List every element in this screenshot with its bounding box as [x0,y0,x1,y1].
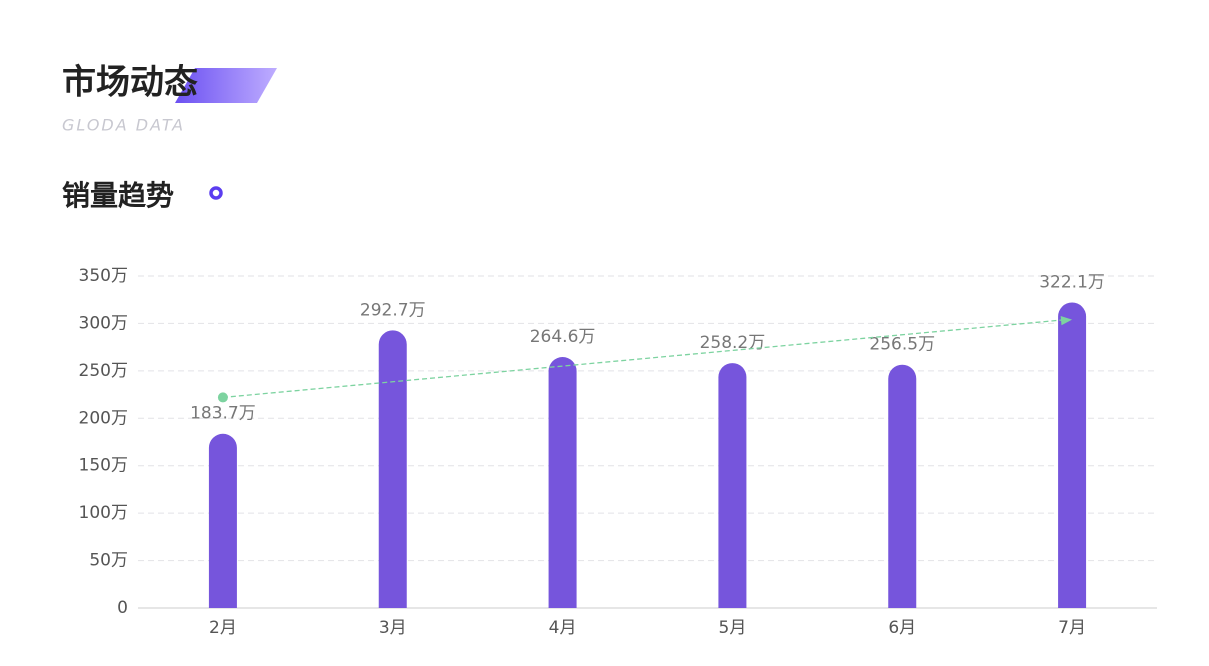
y-tick-label: 300万 [79,313,128,333]
x-tick-label: 2月 [209,618,237,638]
value-label: 292.7万 [360,300,426,320]
x-tick-label: 7月 [1058,618,1086,638]
title-decoration [175,68,277,103]
chart-title: 销量趋势 [62,179,174,212]
y-tick-label: 200万 [79,408,128,428]
page-subtitle: GLODA DATA [62,116,185,135]
y-tick-label: 150万 [79,456,128,476]
bar [548,357,577,608]
title-dot [209,186,223,200]
trend-start [217,392,228,403]
bar [718,363,747,608]
bar [888,364,917,608]
trend-line [222,318,1067,399]
bar [378,330,407,608]
value-label: 256.5万 [869,335,935,355]
x-tick-label: 3月 [379,618,407,638]
x-tick-label: 6月 [888,618,916,638]
page-title: 市场动态 [62,63,198,103]
y-tick-label: 350万 [79,266,128,286]
bar [208,433,237,608]
value-label: 183.7万 [190,404,256,424]
plot: 0 50万 100万 150万 200万 250万 300万 350万 2月 183.7万 3月 29… [79,266,1157,638]
value-label: 322.1万 [1039,272,1105,292]
y-tick-label: 100万 [79,503,128,523]
value-label: 258.2万 [700,333,766,353]
value-label: 264.6万 [530,327,596,347]
trend-arrow [1060,315,1073,326]
y-tick-label: 50万 [89,551,128,571]
x-tick-label: 4月 [549,618,577,638]
y-tick-label: 250万 [79,361,128,381]
x-tick-label: 5月 [719,618,747,638]
y-tick-label: 0 [117,598,128,618]
bar [1058,302,1087,608]
